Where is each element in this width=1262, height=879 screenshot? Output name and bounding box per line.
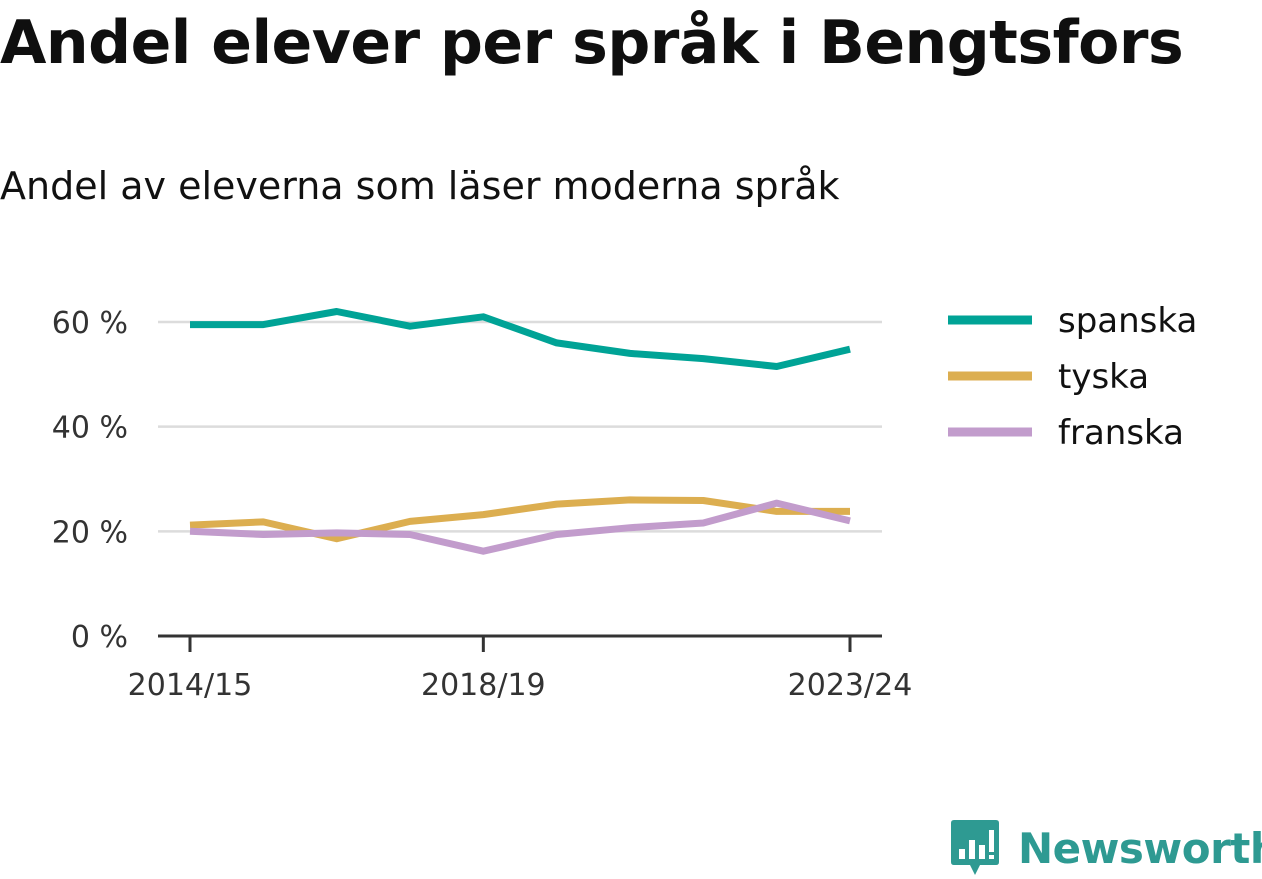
series-lines (189, 308, 851, 555)
legend-label: tyska (1058, 357, 1149, 397)
gridlines (158, 320, 882, 533)
y-tick-label: 40 % (52, 411, 128, 446)
y-tick-label: 60 % (52, 306, 128, 341)
legend-item-franska: franska (948, 413, 1184, 453)
series-line-spanska (190, 308, 851, 370)
legend-label: franska (1058, 413, 1184, 453)
newsworthy-chart-bubble-icon (951, 820, 999, 875)
series-line-franska (189, 499, 851, 555)
chart-title: Andel elever per språk i Bengtsfors (0, 8, 1184, 78)
legend-item-tyska: tyska (948, 357, 1149, 397)
brand-logo: Newsworthy (950, 818, 1262, 878)
x-tick-label: 2023/24 (788, 668, 913, 703)
y-tick-label: 20 % (52, 515, 128, 550)
brand-name: Newsworthy (1018, 823, 1262, 873)
legend-label: spanska (1058, 301, 1197, 341)
legend-item-spanska: spanska (948, 301, 1197, 341)
axes: 0 % 20 % 40 % 60 % 2014/15 2018/19 2023/24 (52, 306, 913, 703)
legend: spanska tyska franska (948, 301, 1197, 453)
x-tick-label: 2018/19 (421, 668, 546, 703)
chart-subtitle: Andel av eleverna som läser moderna språ… (0, 164, 840, 208)
x-tick-label: 2014/15 (128, 668, 253, 703)
y-tick-label: 0 % (71, 620, 128, 655)
